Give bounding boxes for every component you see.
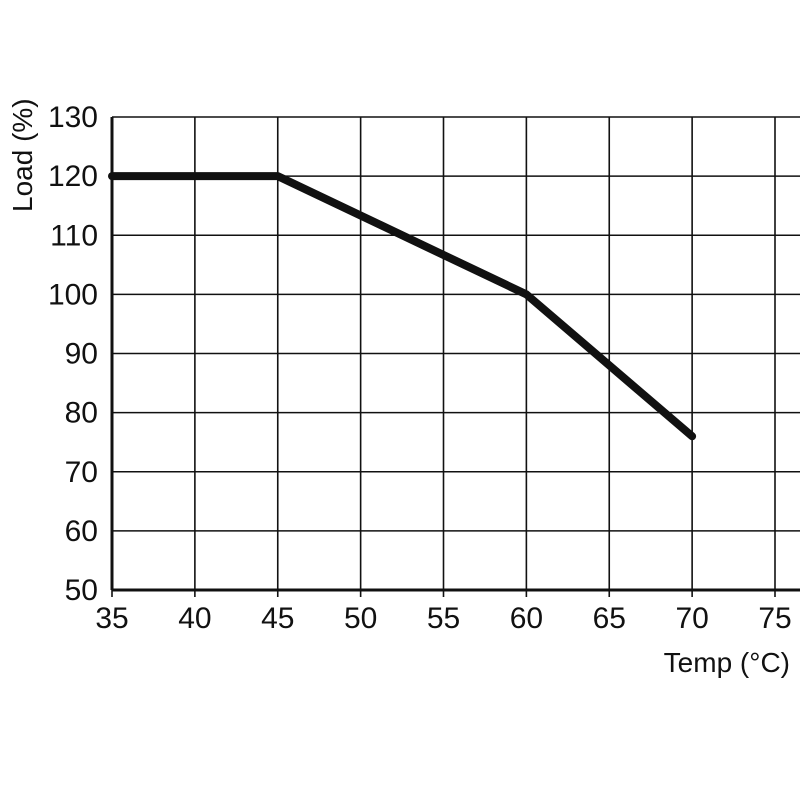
load-derating-line [108,172,697,441]
x-tick-label: 45 [261,602,294,635]
y-tick-label: 110 [50,219,98,252]
x-tick-label: 40 [178,602,211,635]
x-tick-label: 60 [510,602,543,635]
x-tick-label: 35 [95,602,128,635]
y-tick-label: 60 [65,515,98,548]
y-tick-label: 100 [48,278,98,311]
x-tick-label: 70 [675,602,708,635]
x-tick-label: 75 [758,602,791,635]
y-axis-title: Load (%) [7,98,38,212]
y-tick-label: 90 [65,338,98,371]
y-tick-label: 80 [65,397,98,430]
plot-layer: 35 40 45 50 55 60 65 70 75 50 60 70 80 90 100 110 120 130 [48,101,800,635]
y-tick-label: 70 [65,456,98,489]
x-tick-label: 65 [593,602,626,635]
y-tick-label: 120 [48,160,98,193]
x-tick-label: 50 [344,602,377,635]
y-tick-label: 50 [65,574,98,607]
y-tick-label: 130 [48,101,98,134]
x-tick-label: 55 [427,602,460,635]
x-axis-title: Temp (°C) [664,647,790,678]
